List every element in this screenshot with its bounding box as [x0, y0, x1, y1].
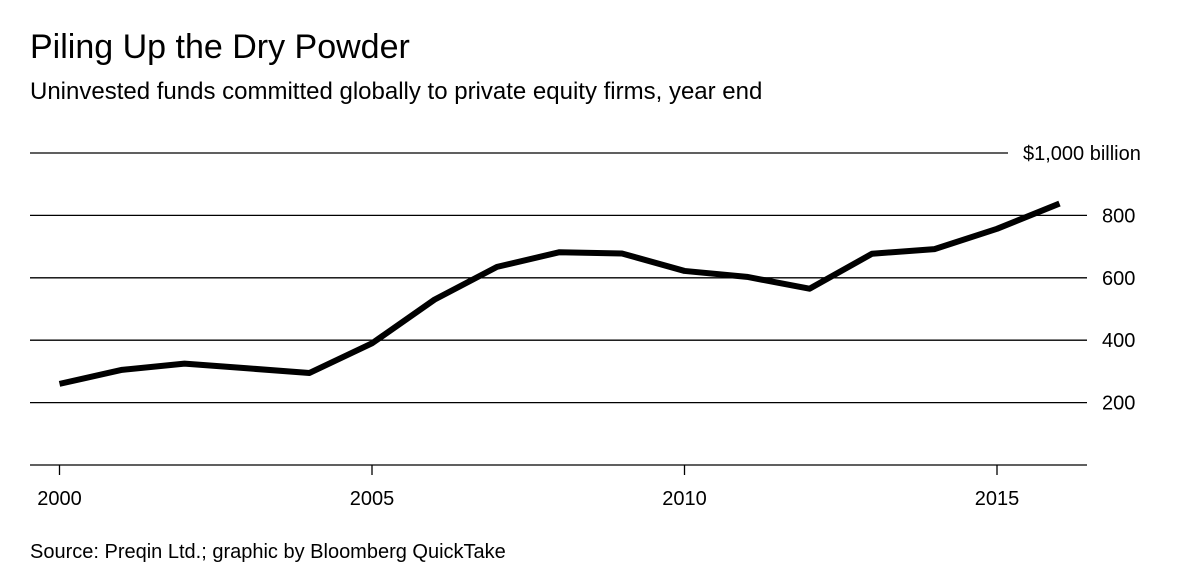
x-axis: 2000 2005 2010 2015: [30, 464, 1087, 510]
chart-subtitle: Uninvested funds committed globally to p…: [30, 78, 763, 105]
series-line-0: [58, 200, 1061, 387]
x-tick-label-2010: 2010: [662, 488, 707, 510]
source-note: Source: Preqin Ltd.; graphic by Bloomber…: [30, 541, 506, 563]
y-axis-labels: 200 400 600 800 $1,000 billion: [1023, 143, 1141, 415]
chart-title: Piling Up the Dry Powder: [30, 28, 410, 66]
y-tick-label-200: 200: [1102, 393, 1135, 415]
series-layer: [58, 200, 1061, 387]
y-tick-label-400: 400: [1102, 330, 1135, 352]
gridlines: [30, 152, 1087, 404]
x-tick-label-2015: 2015: [975, 488, 1020, 510]
y-tick-label-600: 600: [1102, 268, 1135, 290]
y-tick-label-1000: $1,000 billion: [1023, 143, 1141, 165]
x-tick-label-2000: 2000: [37, 488, 82, 510]
y-tick-label-800: 800: [1102, 205, 1135, 227]
x-tick-label-2005: 2005: [350, 488, 395, 510]
